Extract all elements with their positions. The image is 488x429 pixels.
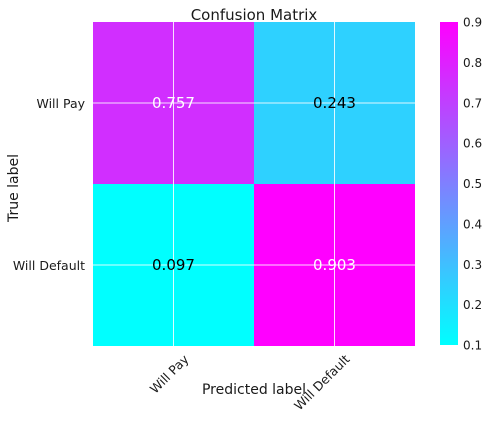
cell-value-label: 0.757 xyxy=(152,94,195,112)
y-axis-label: True label xyxy=(6,154,22,223)
colorbar-tick-label: 0.6 xyxy=(463,137,482,151)
colorbar-tick-label: 0.5 xyxy=(463,177,482,191)
colorbar-tick-label: 0.7 xyxy=(463,96,482,110)
y-tick-label: Will Default xyxy=(13,258,85,273)
colorbar-tick-label: 0.1 xyxy=(463,339,482,353)
colorbar xyxy=(440,22,458,345)
y-tick-labels: Will Pay Will Default xyxy=(13,96,86,273)
cell-value-labels: 0.757 0.243 0.097 0.903 xyxy=(152,94,356,274)
grid-lines xyxy=(93,22,415,346)
colorbar-tick-label: 0.3 xyxy=(463,258,482,272)
colorbar-tick-label: 0.2 xyxy=(463,298,482,312)
cell-value-label: 0.903 xyxy=(313,256,356,274)
chart-title: Confusion Matrix xyxy=(191,6,318,24)
x-axis-label: Predicted label xyxy=(202,382,306,398)
colorbar-tick-label: 0.8 xyxy=(463,56,482,70)
heatmap-cells xyxy=(93,22,415,346)
cell-value-label: 0.243 xyxy=(313,94,356,112)
x-tick-label: Will Pay xyxy=(147,351,192,396)
y-tick-label: Will Pay xyxy=(36,96,85,111)
colorbar-tick-label: 0.9 xyxy=(463,16,482,30)
cell-value-label: 0.097 xyxy=(152,256,195,274)
colorbar-tick-label: 0.4 xyxy=(463,217,482,231)
colorbar-tick-labels: 0.1 0.2 0.3 0.4 0.5 0.6 0.7 0.8 0.9 xyxy=(463,16,482,353)
